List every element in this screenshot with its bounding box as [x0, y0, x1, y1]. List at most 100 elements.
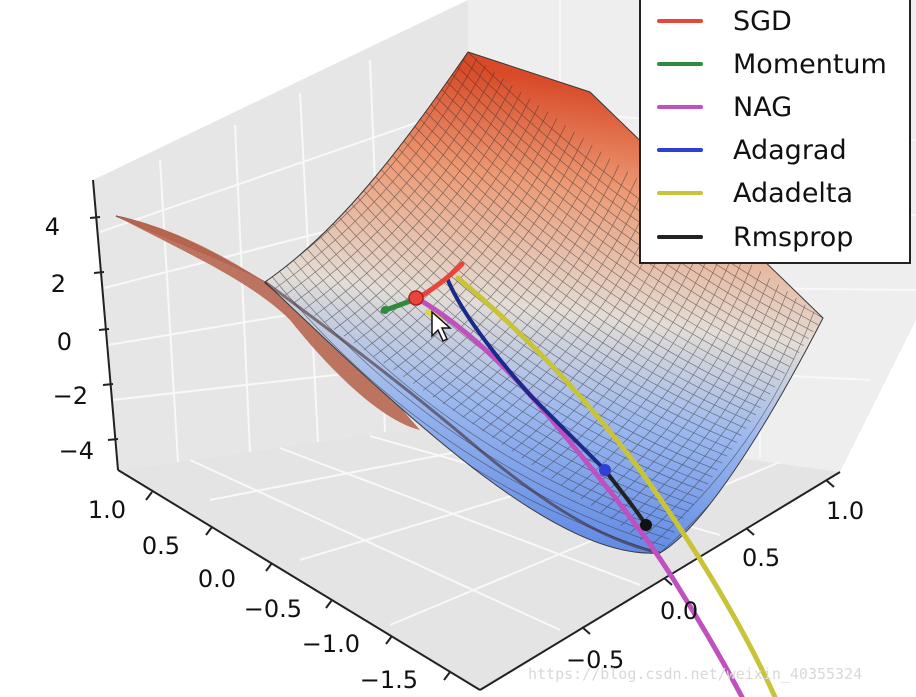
legend-swatch — [657, 148, 703, 152]
mesh-line — [284, 65, 487, 296]
mesh-line — [282, 261, 675, 533]
axis-lines — [92, 179, 841, 691]
x-tick-label: 0.5 — [142, 532, 180, 560]
mesh-line — [432, 164, 620, 398]
mesh-line — [443, 78, 804, 346]
mesh-line — [343, 105, 540, 337]
tick-marks — [89, 216, 835, 681]
mesh-line — [354, 180, 733, 450]
mesh-line — [378, 153, 752, 422]
mesh-line — [442, 171, 629, 405]
mesh-line — [425, 99, 790, 367]
y-axis-line — [479, 471, 841, 691]
legend-swatch — [657, 19, 703, 23]
mesh-line — [422, 158, 611, 391]
legend-entry-nag: NAG — [657, 87, 792, 127]
y-tick-label: −0.5 — [566, 646, 624, 674]
x-tick-label: −1.0 — [302, 630, 360, 658]
mesh-line — [363, 118, 558, 351]
mesh-line — [318, 220, 704, 492]
x-tick-label: −1.5 — [360, 666, 418, 694]
legend-label: Rmsprop — [733, 221, 854, 253]
mesh-line — [649, 311, 815, 547]
z-tick-label: −4 — [59, 437, 94, 465]
mesh-line — [314, 85, 513, 317]
mesh-line — [393, 138, 584, 371]
mesh-line — [294, 71, 495, 303]
mesh-line — [419, 105, 785, 374]
mesh-line — [449, 72, 809, 340]
mesh-line — [620, 291, 788, 527]
mesh-line — [312, 227, 699, 499]
x-tick-labels: 1.0 0.5 0.0 −0.5 −1.0 −1.5 — [88, 496, 418, 694]
mesh-line — [408, 119, 776, 388]
z-tick-label: 2 — [51, 270, 66, 298]
surface-mesh — [265, 52, 823, 554]
mesh-line — [265, 52, 469, 283]
y-tick-label: 0.5 — [742, 544, 780, 572]
mesh-line — [336, 200, 718, 471]
mesh-line — [383, 131, 575, 364]
mesh-line — [403, 144, 593, 378]
adagrad-path — [445, 276, 607, 472]
legend-label: Momentum — [733, 48, 887, 80]
mesh-line — [333, 98, 531, 330]
legend-label: Adagrad — [733, 134, 847, 166]
legend-label: SGD — [733, 5, 792, 37]
mesh-line — [390, 139, 761, 409]
mesh-line — [412, 151, 602, 384]
surface-left-band — [116, 216, 420, 430]
legend-swatch — [657, 105, 703, 109]
mesh-line — [360, 173, 737, 443]
mesh-line — [462, 184, 646, 418]
mesh-line — [531, 231, 708, 466]
mesh-line — [630, 297, 797, 533]
legend-entry-sgd: SGD — [657, 1, 792, 41]
mesh-line — [590, 271, 762, 506]
mesh-line — [561, 251, 735, 486]
y-tick-label: 1.0 — [826, 497, 864, 525]
mesh-line — [402, 126, 771, 395]
mesh-line — [373, 124, 566, 357]
adagrad-point — [599, 464, 611, 476]
adadelta-path — [455, 275, 778, 697]
nag-path — [417, 297, 745, 697]
mesh-line — [455, 65, 814, 333]
x-tick-label: −0.5 — [244, 595, 302, 623]
legend-entry-adadelta: Adadelta — [657, 173, 853, 213]
mesh-line — [324, 91, 522, 323]
mesh-line — [452, 178, 637, 411]
mesh-line — [366, 166, 742, 436]
legend-entry-momentum: Momentum — [657, 44, 887, 84]
legend-entry-rmsprop: Rmsprop — [657, 217, 853, 257]
mesh-line — [437, 85, 800, 353]
y-tick-labels: 1.0 0.5 0.0 −0.5 — [566, 497, 864, 674]
surface-dark-ridge — [264, 280, 661, 555]
mesh-line — [342, 193, 723, 464]
momentum-point — [381, 306, 389, 314]
mesh-line — [270, 275, 665, 547]
mesh-line — [600, 277, 771, 513]
legend-swatch — [657, 191, 703, 195]
z-tick-labels: 4 2 0 −2 −4 — [45, 213, 94, 465]
mesh-line — [472, 191, 655, 425]
legend-label: Adadelta — [733, 177, 854, 209]
legend-swatch — [657, 235, 703, 239]
saddle-surface — [115, 51, 824, 555]
sgd-point — [408, 290, 424, 306]
z-tick-label: −2 — [53, 382, 88, 410]
legend: SGD Momentum NAG Adagrad Adadelta Rmspro… — [639, 0, 911, 264]
z-axis-line — [92, 179, 119, 471]
x-axis-line — [117, 469, 481, 691]
mesh-line — [304, 78, 504, 310]
mesh-line — [431, 92, 795, 360]
mesh-line — [306, 234, 694, 505]
legend-swatch — [657, 62, 703, 66]
y-tick-label: 0.0 — [660, 597, 698, 625]
mouse-cursor-icon — [431, 310, 452, 343]
mesh-line — [610, 284, 779, 520]
mesh-line — [353, 111, 549, 344]
watermark: https://blog.csdn.net/weixin_40355324 — [528, 665, 863, 683]
mesh-line — [396, 132, 766, 402]
x-tick-label: 1.0 — [88, 496, 126, 524]
